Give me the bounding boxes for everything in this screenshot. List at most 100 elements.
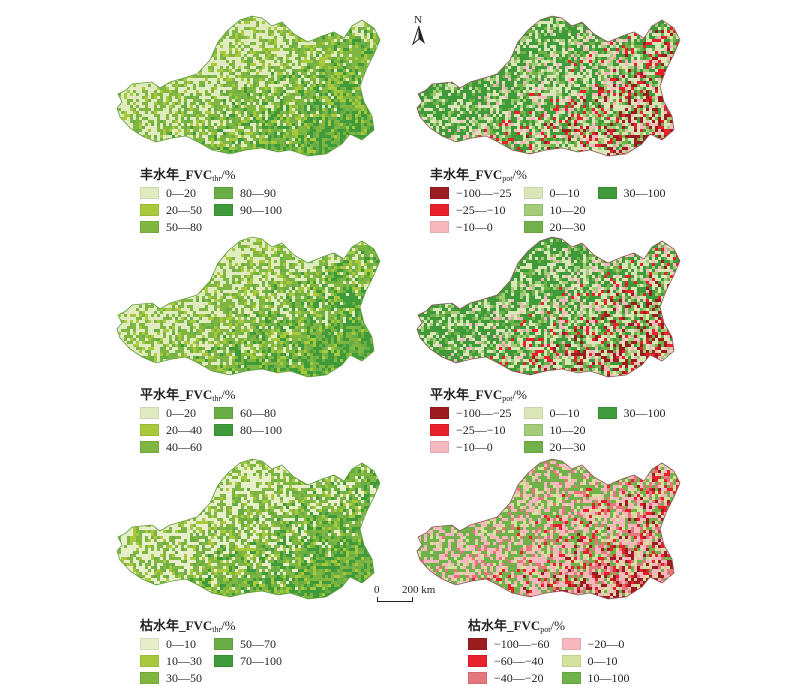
legend-label: 0—20 <box>166 186 196 201</box>
legend-item: 80—90 <box>214 185 282 201</box>
legend-swatch <box>523 424 543 436</box>
map-normal-year-fvc-thr <box>112 233 412 383</box>
north-arrow-icon <box>411 25 425 46</box>
legend-label: 50—80 <box>166 220 202 235</box>
legend-swatch <box>140 655 159 667</box>
legend-label: 80—90 <box>240 186 276 201</box>
legend-swatch <box>430 187 449 199</box>
legend-label: 30—100 <box>624 406 666 421</box>
legend-label: 30—100 <box>624 186 666 201</box>
legend-swatch <box>597 187 617 199</box>
north-arrow: N <box>409 14 429 46</box>
legend-label: −25—−10 <box>456 203 506 218</box>
legend-label: 30—50 <box>166 671 202 686</box>
legend-item: −100—−25 <box>430 185 512 201</box>
legend-swatch <box>430 204 449 216</box>
map-wet-year-fvc-thr <box>112 12 412 162</box>
legend-item: 30—100 <box>597 405 666 421</box>
legend-label: 10—100 <box>588 671 630 686</box>
map-normal-year-fvc-pot <box>412 233 712 383</box>
legend-item: 0—20 <box>140 405 202 421</box>
legend-wet-year-fvc-thr: 丰水年_FVCthr/% 0—20 80—90 20—50 90—100 50—80 <box>140 164 282 235</box>
legend-label: 10—30 <box>166 654 202 669</box>
map-boundary <box>416 458 681 600</box>
legend-swatch <box>140 638 159 650</box>
legend-swatch <box>430 221 449 233</box>
map-canvas <box>116 458 381 600</box>
legend-swatch <box>430 407 449 419</box>
legend-swatch <box>468 638 487 650</box>
legend-swatch <box>468 672 487 684</box>
legend-swatch <box>140 407 159 419</box>
legend-swatch <box>214 204 233 216</box>
legend-wet-year-fvc-pot: 丰水年_FVCpot/% −100—−25 0—10 30—100 −25—−10 10—… <box>430 164 666 235</box>
legend-swatch <box>214 638 233 650</box>
legend-item: −40—−20 <box>468 670 550 686</box>
legend-item: 70—100 <box>214 653 282 669</box>
legend-item: 50—70 <box>214 636 282 652</box>
legend-swatch <box>140 221 159 233</box>
scale-start-label: 0 <box>374 584 380 596</box>
legend-item: 30—50 <box>140 670 202 686</box>
map-raster <box>117 16 380 156</box>
map-canvas <box>416 458 681 600</box>
legend-item: 20—40 <box>140 422 202 438</box>
legend-label: −100—−60 <box>494 637 550 652</box>
map-canvas <box>416 236 681 378</box>
legend-item: −100—−25 <box>430 405 512 421</box>
legend-label: 80—100 <box>240 423 282 438</box>
legend-item: −25—−10 <box>430 422 512 438</box>
legend-item: 20—30 <box>523 439 586 455</box>
map-canvas <box>116 236 381 378</box>
legend-label: 10—20 <box>550 423 586 438</box>
scale-end-label: 200 km <box>402 584 435 596</box>
legend-label: 0—10 <box>166 637 196 652</box>
legend-dry-year-fvc-pot: 枯水年_FVCpot/% −100—−60 −20—0 −60—−40 0—10 −40—… <box>468 615 630 686</box>
legend-item: −20—0 <box>561 636 630 652</box>
map-boundary <box>116 15 381 157</box>
legend-item: 30—100 <box>597 185 666 201</box>
legend-swatch <box>523 204 543 216</box>
legend-label: −10—0 <box>456 220 493 235</box>
legend-label: 60—80 <box>240 406 276 421</box>
legend-label: −25—−10 <box>456 423 506 438</box>
legend-label: 20—50 <box>166 203 202 218</box>
legend-label: −40—−20 <box>494 671 544 686</box>
map-canvas <box>416 15 681 157</box>
legend-item: 0—20 <box>140 185 202 201</box>
legend-swatch <box>523 221 543 233</box>
legend-title: 枯水年_FVCthr/% <box>140 615 282 634</box>
map-raster <box>417 459 680 599</box>
legend-label: 20—40 <box>166 423 202 438</box>
legend-item: 20—50 <box>140 202 202 218</box>
legend-item: 10—20 <box>523 202 586 218</box>
legend-swatch <box>523 407 543 419</box>
legend-label: 0—10 <box>550 406 580 421</box>
map-raster <box>417 16 680 156</box>
legend-swatch <box>214 187 233 199</box>
legend-label: 50—70 <box>240 637 276 652</box>
legend-swatch <box>523 187 543 199</box>
map-dry-year-fvc-thr <box>112 455 412 605</box>
legend-item: 0—10 <box>140 636 202 652</box>
legend-label: 10—20 <box>550 203 586 218</box>
legend-normal-year-fvc-pot: 平水年_FVCpot/% −100—−25 0—10 30—100 −25—−10 10—… <box>430 384 666 455</box>
legend-item: 0—10 <box>523 405 586 421</box>
legend-item: 90—100 <box>214 202 282 218</box>
legend-normal-year-fvc-thr: 平水年_FVCthr/% 0—20 60—80 20—40 80—100 40—60 <box>140 384 282 455</box>
legend-label: 20—30 <box>550 220 586 235</box>
legend-swatch <box>561 672 581 684</box>
map-dry-year-fvc-pot <box>412 455 712 605</box>
legend-swatch <box>140 424 159 436</box>
scale-bar: 0 200 km <box>374 584 464 606</box>
scale-line <box>377 597 413 602</box>
legend-item: −60—−40 <box>468 653 550 669</box>
legend-label: 0—20 <box>166 406 196 421</box>
north-letter: N <box>414 14 422 26</box>
legend-swatch <box>561 655 581 667</box>
map-raster <box>417 237 680 377</box>
legend-swatch <box>214 424 233 436</box>
legend-item: 0—10 <box>523 185 586 201</box>
legend-item: 40—60 <box>140 439 202 455</box>
legend-item: 0—10 <box>561 653 630 669</box>
